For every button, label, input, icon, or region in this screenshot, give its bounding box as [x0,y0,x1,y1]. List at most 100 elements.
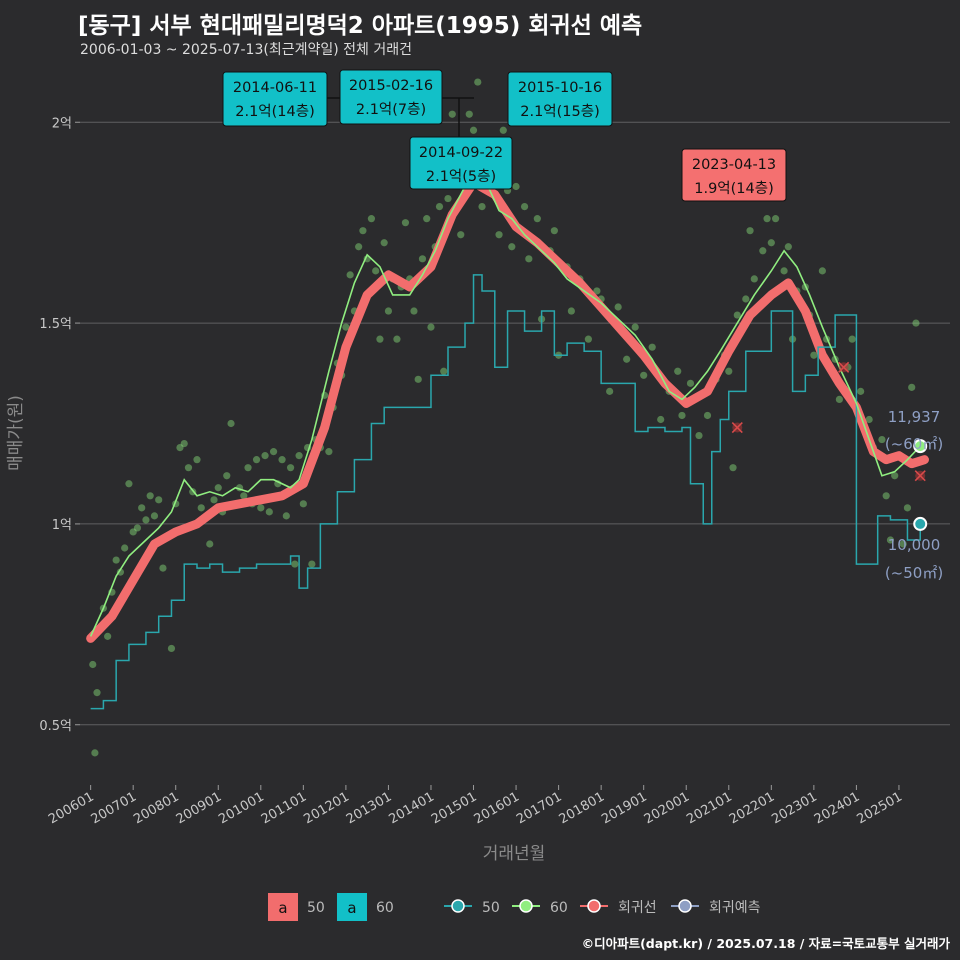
legend-box-glyph: a [347,899,356,917]
end-label-value: 10,000 [888,536,941,554]
scatter-point [742,295,750,303]
x-tick-label: 200901 [174,789,224,827]
x-tick-label: 201501 [429,789,479,827]
x-tick-label: 201801 [557,789,607,827]
series-50-end-marker [913,516,928,531]
scatter-point [520,203,529,211]
scatter-point [780,267,788,275]
x-tick-label: 200801 [131,789,181,827]
scatter-point [418,255,427,263]
x-tick-label: 201601 [472,789,522,827]
x-tick-label: 201201 [301,789,351,827]
annotation-labels: 2014-06-11 2.1억(14층) 2015-02-16 2.1억(7층) 201… [222,69,787,202]
annotation-value: 1.9억(14층) [694,180,774,197]
page-title: [동구] 서부 현대패밀리명덕2 아파트(1995) 회귀선 예측 [78,13,643,39]
scatter-point [878,435,886,444]
scatter-point [206,540,214,548]
annotation-box [409,136,513,190]
scatter-point [614,303,622,311]
scatter-point [299,500,307,508]
scatter-point [674,367,682,375]
scatter-point [444,194,452,203]
scatter-point [142,516,150,524]
legend-line-marker [519,899,533,913]
scatter-point [469,126,478,134]
legend: a 50 a 60 50 60 회귀선 회귀예측 [268,893,761,921]
scatter-point [112,556,120,564]
scatter-point [372,267,380,275]
series-lines [86,169,929,710]
scatter-point [810,351,818,359]
scatter-point [176,444,184,452]
scatter-point [606,387,614,395]
scatter-point [159,564,167,572]
scatter-point [325,448,333,456]
x-tick-label: 201901 [599,789,649,827]
annotation-date: 2014-06-11 [233,80,317,96]
x-tick-label: 202301 [769,789,819,827]
scatter-point [125,480,133,488]
scatter-point [278,456,286,464]
scatter-point [308,560,316,568]
scatter-point [899,540,907,548]
scatter-point [282,512,290,520]
legend-box-label: 60 [376,900,394,916]
scatter-point [269,448,278,456]
scatter-point [584,335,592,343]
scatter-point [295,452,303,460]
x-tick-label: 201401 [386,789,436,827]
scatter-point [367,215,376,223]
scatter-point [457,231,465,239]
legend-line-label: 회귀선 [618,900,657,916]
scatter-point [414,375,422,383]
y-axis-title: 매매가(원) [6,395,26,471]
scatter-point [733,311,741,319]
legend-box-swatch [268,893,298,921]
scatter-point [427,323,435,331]
scatter-point [91,749,99,757]
scatter-point [512,182,520,191]
scatter-point [465,110,473,118]
scatter-point [771,215,780,223]
scatter-point [167,644,176,653]
scatter-point [891,472,899,480]
scatter-point [882,492,890,500]
scatter-point [133,524,142,532]
scatter-point [355,243,363,251]
x-tick-label: 201301 [344,789,394,827]
annotation-box [507,71,613,127]
outlier-markers [731,361,926,482]
scatter-point [495,231,503,239]
scatter-point [359,227,367,235]
scatter-point [525,255,533,263]
annotation-box [681,148,787,202]
scatter-point [648,343,656,351]
scatter-point [410,307,418,315]
scatter-point [393,335,401,343]
legend-line-label: 60 [550,900,568,916]
scatter-point [223,472,231,480]
annotation-value: 2.1억(15층) [520,103,600,120]
scatter-point [342,323,350,331]
legend-line-marker [451,899,465,913]
scatter-point [129,528,137,536]
scatter-point [784,243,792,251]
scatter-point [835,395,843,403]
scatter-point [478,203,486,211]
scatter-point [533,215,541,223]
footer-credit: ©디아파트(dapt.kr) / 2025.07.18 / 자료=국토교통부 실… [581,936,950,951]
scatter-point [146,492,154,500]
scatter-point [180,439,188,448]
regression-line [86,178,929,643]
scatter-point [818,267,826,275]
y-tick-label: 0.5억 [39,719,72,734]
scatter-point [121,544,129,552]
scatter-point [286,464,295,472]
legend-line-label: 회귀예측 [709,900,761,916]
x-tick-label: 202001 [642,789,692,827]
annotation-date: 2015-10-16 [518,80,602,96]
x-axis: 2006012007012008012009012010012011012012… [46,785,905,827]
scatter-point [252,456,261,464]
scatter-point [725,367,733,375]
